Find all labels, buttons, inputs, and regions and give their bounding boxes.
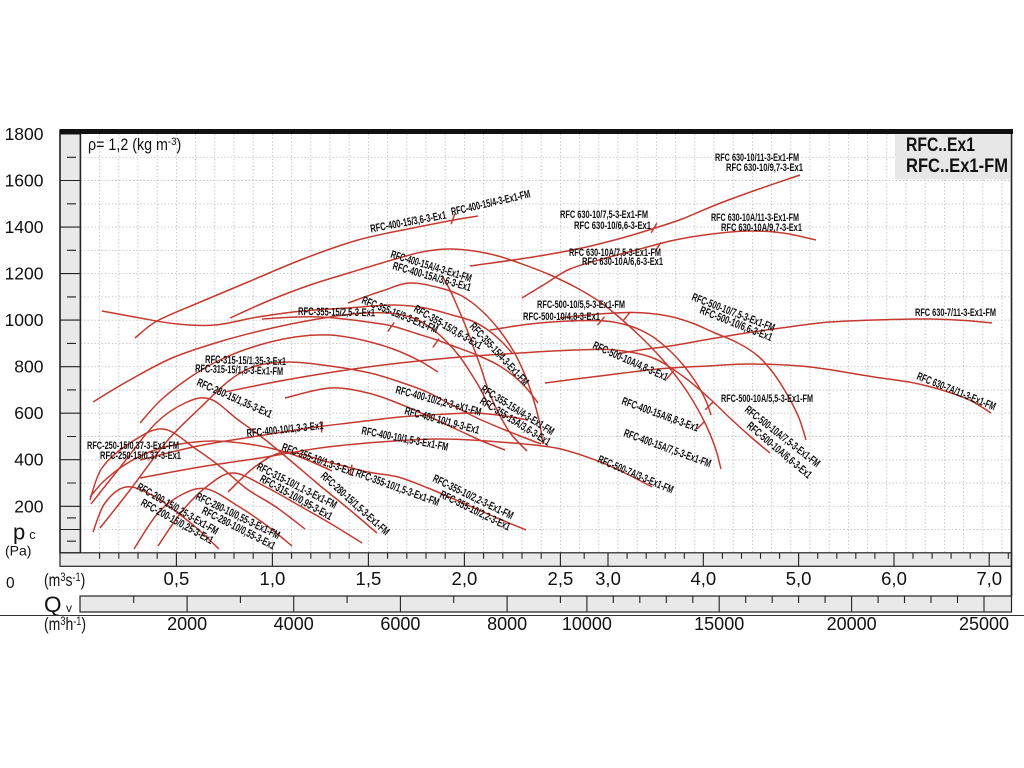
svg-text:1,0: 1,0 [260,568,286,589]
svg-text:3,0: 3,0 [595,568,621,589]
svg-text:RFC 630-10A/7,5-3-Ex1-FM: RFC 630-10A/7,5-3-Ex1-FM [569,247,661,259]
svg-text:RFC..Ex1-FM: RFC..Ex1-FM [906,156,1008,177]
svg-text:RFC-315-15/1,5-3-Ex1-FM: RFC-315-15/1,5-3-Ex1-FM [195,363,283,378]
svg-text:RFC 630-10/6,6-3-Ex1: RFC 630-10/6,6-3-Ex1 [574,220,651,232]
svg-text:800: 800 [14,357,43,377]
svg-text:1200: 1200 [5,264,44,284]
svg-text:4,0: 4,0 [690,568,716,589]
svg-text:6000: 6000 [380,614,420,634]
svg-text:0: 0 [6,575,15,592]
svg-text:RFC-250-15/0,37-3-Ex1-FM: RFC-250-15/0,37-3-Ex1-FM [87,440,179,452]
svg-text:7,0: 7,0 [976,568,1002,589]
svg-text:200: 200 [14,496,43,516]
svg-text:(Pa): (Pa) [5,543,31,559]
svg-text:RFC 630-10A/9,7-3-Ex1: RFC 630-10A/9,7-3-Ex1 [721,222,802,234]
svg-text:1,5: 1,5 [356,568,382,589]
svg-text:8000: 8000 [487,614,527,634]
svg-text:RFC 630-10/7,5-3-Ex1-FM: RFC 630-10/7,5-3-Ex1-FM [560,209,648,221]
svg-text:5,0: 5,0 [786,568,812,589]
svg-text:1400: 1400 [5,217,44,237]
svg-text:2,0: 2,0 [452,568,478,589]
svg-text:RFC 630-10/11-3-Ex1-FM: RFC 630-10/11-3-Ex1-FM [715,152,799,164]
svg-text:RFC 630-10A/11-3-Ex1-FM: RFC 630-10A/11-3-Ex1-FM [711,212,799,224]
svg-text:RFC-250-15/0,37-3-Ex1: RFC-250-15/0,37-3-Ex1 [100,450,181,462]
svg-text:6,0: 6,0 [881,568,907,589]
svg-text:2,5: 2,5 [548,568,574,589]
svg-text:0,5: 0,5 [164,568,190,589]
svg-text:15000: 15000 [694,614,744,634]
svg-text:2000: 2000 [167,614,207,634]
svg-text:RFC..Ex1: RFC..Ex1 [906,135,975,156]
svg-text:RFC 630-10A/6,6-3-Ex1: RFC 630-10A/6,6-3-Ex1 [582,256,663,268]
svg-text:4000: 4000 [274,614,314,634]
svg-text:ρ= 1,2 (kg m-3): ρ= 1,2 (kg m-3) [88,135,181,154]
svg-text:1000: 1000 [5,310,44,330]
svg-text:1600: 1600 [5,171,44,191]
svg-text:RFC-315-15/1,35-3-Ex1: RFC-315-15/1,35-3-Ex1 [205,354,286,368]
svg-text:RFC 630-10/9,7-3-Ex1: RFC 630-10/9,7-3-Ex1 [726,162,803,174]
svg-text:RFC-500-10/4,8-3-Ex1: RFC-500-10/4,8-3-Ex1 [523,311,600,323]
svg-text:RFC-355-15/2,5-3-Ex1: RFC-355-15/2,5-3-Ex1 [298,306,375,319]
svg-text:1800: 1800 [5,124,44,144]
svg-text:25000: 25000 [959,614,1009,634]
svg-text:RFC 630-7/11-3-Ex1-FM: RFC 630-7/11-3-Ex1-FM [915,307,996,319]
svg-text:600: 600 [14,403,43,423]
svg-text:RFC-500-10/5,5-3-Ex1-FM: RFC-500-10/5,5-3-Ex1-FM [537,299,625,311]
svg-text:RFC-500-10A/5,5-3-Ex1-FM: RFC-500-10A/5,5-3-Ex1-FM [721,393,813,405]
svg-text:10000: 10000 [562,614,612,634]
svg-text:400: 400 [14,450,43,470]
svg-text:20000: 20000 [827,614,877,634]
